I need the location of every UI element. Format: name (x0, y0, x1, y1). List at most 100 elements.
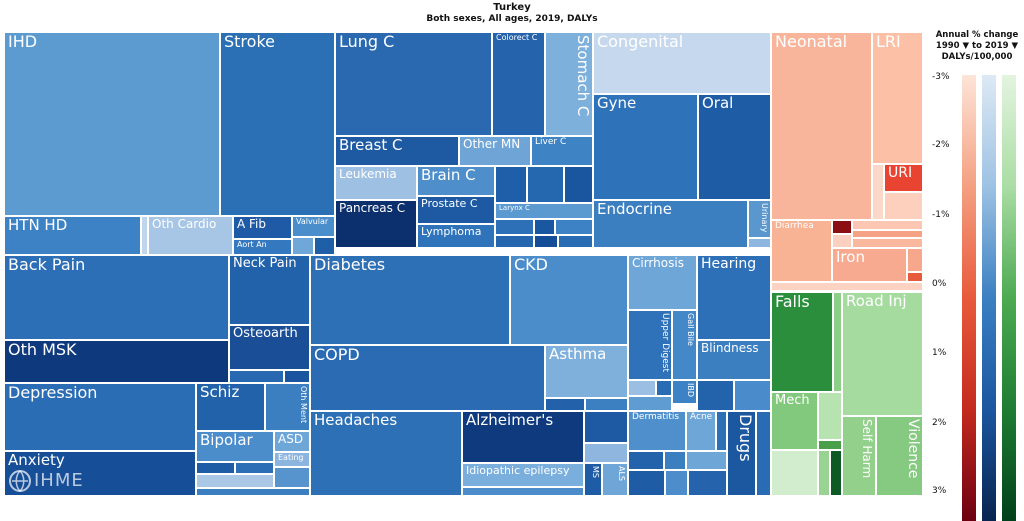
cell-unlabeled[interactable] (686, 451, 727, 470)
cell-afib[interactable]: A Fib (233, 216, 292, 239)
cell-gallbile[interactable]: Gall Bile (672, 310, 697, 380)
cell-unlabeled[interactable] (748, 238, 771, 248)
cell-leukemia[interactable]: Leukemia (335, 166, 417, 200)
cell-unlabeled[interactable] (907, 248, 923, 272)
cell-unlabeled[interactable] (818, 450, 830, 496)
cell-neonatal[interactable]: Neonatal (771, 32, 872, 220)
cell-unlabeled[interactable] (534, 235, 558, 248)
cell-valvular[interactable]: Valvular (292, 216, 335, 237)
cell-unlabeled[interactable] (872, 164, 884, 220)
cell-lymphoma[interactable]: Lymphoma (417, 224, 495, 248)
cell-unlabeled[interactable] (628, 470, 665, 496)
cell-ibd[interactable]: IBD (672, 380, 697, 404)
cell-congenital[interactable]: Congenital (593, 32, 771, 94)
cell-unlabeled[interactable] (196, 488, 310, 496)
cell-oral[interactable]: Oral (698, 94, 771, 200)
cell-unlabeled[interactable] (141, 216, 148, 255)
cell-unlabeled[interactable] (688, 470, 727, 496)
cell-backpain[interactable]: Back Pain (4, 255, 229, 340)
cell-asd[interactable]: ASD (274, 431, 310, 452)
cell-unlabeled[interactable] (771, 450, 818, 496)
cell-unlabeled[interactable] (734, 380, 771, 411)
cell-cirrhosis[interactable]: Cirrhosis (628, 255, 697, 310)
cell-othment[interactable]: Oth Ment (265, 383, 310, 431)
cell-falls[interactable]: Falls (771, 292, 833, 392)
cell-unlabeled[interactable] (314, 237, 335, 255)
cell-roadinj[interactable]: Road Inj (842, 292, 923, 416)
cell-unlabeled[interactable] (462, 487, 584, 496)
cell-neckpain[interactable]: Neck Pain (229, 255, 310, 325)
cell-idioepilepsy[interactable]: Idiopathic epilepsy (462, 463, 584, 487)
cell-unlabeled[interactable] (534, 219, 555, 235)
cell-unlabeled[interactable] (229, 370, 284, 383)
cell-uri[interactable]: URI (884, 164, 923, 192)
cell-unlabeled[interactable] (628, 451, 664, 470)
cell-depression[interactable]: Depression (4, 383, 196, 451)
cell-unlabeled[interactable] (584, 411, 628, 443)
cell-unlabeled[interactable] (832, 234, 852, 248)
cell-liverc[interactable]: Liver C (531, 136, 593, 166)
cell-othermn[interactable]: Other MN (459, 136, 531, 166)
cell-endocrine[interactable]: Endocrine (593, 200, 748, 248)
cell-ihd[interactable]: IHD (4, 32, 220, 216)
cell-pancreasc[interactable]: Pancreas C (335, 200, 417, 248)
cell-hearing[interactable]: Hearing (697, 255, 771, 340)
cell-unlabeled[interactable] (564, 166, 593, 203)
cell-anxiety[interactable]: Anxiety (4, 451, 196, 496)
cell-unlabeled[interactable] (830, 450, 842, 496)
cell-violence[interactable]: Violence (876, 416, 923, 496)
cell-eating[interactable]: Eating (274, 452, 310, 467)
cell-unlabeled[interactable] (628, 396, 672, 411)
cell-unlabeled[interactable] (832, 220, 852, 234)
cell-dermatitis[interactable]: Dermatitis (628, 411, 686, 451)
cell-upperdigest[interactable]: Upper Digest (628, 310, 672, 380)
cell-unlabeled[interactable] (818, 440, 842, 450)
cell-unlabeled[interactable] (235, 462, 274, 474)
cell-unlabeled[interactable] (628, 380, 656, 396)
cell-aortan[interactable]: Aort An (233, 239, 292, 255)
cell-schiz[interactable]: Schiz (196, 383, 265, 431)
cell-drugs[interactable]: Drugs (727, 411, 756, 496)
cell-unlabeled[interactable] (656, 380, 672, 396)
cell-copd[interactable]: COPD (310, 345, 545, 411)
cell-acne[interactable]: Acne (686, 411, 716, 451)
cell-gyne[interactable]: Gyne (593, 94, 698, 200)
cell-iron[interactable]: Iron (832, 248, 907, 282)
cell-headaches[interactable]: Headaches (310, 411, 462, 496)
cell-unlabeled[interactable] (833, 292, 842, 392)
cell-stomachc[interactable]: Stomach C (545, 32, 593, 136)
cell-unlabeled[interactable] (196, 462, 235, 474)
cell-unlabeled[interactable] (697, 380, 734, 411)
cell-osteoarth[interactable]: Osteoarth (229, 325, 310, 370)
cell-unlabeled[interactable] (274, 467, 310, 488)
cell-unlabeled[interactable] (884, 192, 923, 220)
cell-unlabeled[interactable] (852, 230, 923, 238)
cell-unlabeled[interactable] (664, 451, 686, 470)
cell-unlabeled[interactable] (665, 470, 688, 496)
cell-ms[interactable]: MS (584, 463, 602, 496)
cell-unlabeled[interactable] (196, 474, 274, 488)
cell-stroke[interactable]: Stroke (220, 32, 335, 216)
cell-unlabeled[interactable] (852, 220, 923, 230)
cell-prostatec[interactable]: Prostate C (417, 196, 495, 224)
cell-othmsk[interactable]: Oth MSK (4, 340, 229, 383)
cell-unlabeled[interactable] (852, 238, 923, 248)
cell-brainc[interactable]: Brain C (417, 166, 495, 196)
cell-diabetes[interactable]: Diabetes (310, 255, 510, 345)
cell-unlabeled[interactable] (495, 235, 534, 248)
cell-htn[interactable]: HTN HD (4, 216, 141, 255)
cell-urinary[interactable]: Urinary (748, 200, 771, 238)
cell-lri[interactable]: LRI (872, 32, 923, 164)
cell-alzheimers[interactable]: Alzheimer's (462, 411, 584, 463)
cell-unlabeled[interactable] (907, 272, 923, 282)
cell-unlabeled[interactable] (818, 392, 842, 440)
cell-breastc[interactable]: Breast C (335, 136, 459, 166)
cell-diarrhea[interactable]: Diarrhea (771, 220, 832, 282)
cell-unlabeled[interactable] (545, 398, 585, 411)
cell-unlabeled[interactable] (292, 237, 314, 255)
cell-unlabeled[interactable] (584, 443, 628, 463)
cell-unlabeled[interactable] (558, 235, 593, 248)
cell-unlabeled[interactable] (716, 411, 727, 451)
cell-colorectc[interactable]: Colorect C (492, 32, 545, 136)
cell-unlabeled[interactable] (527, 166, 564, 203)
